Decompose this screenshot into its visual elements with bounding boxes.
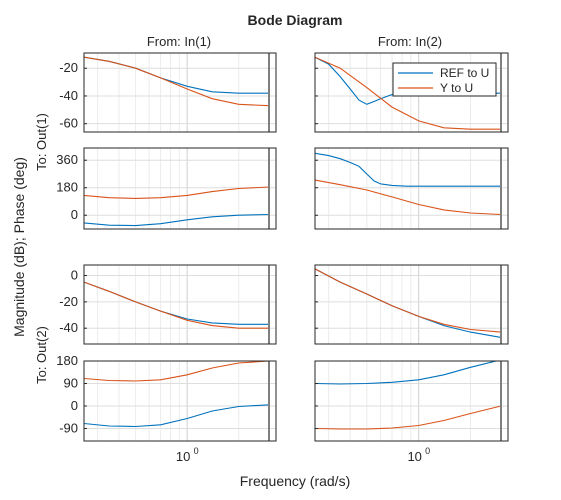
legend-entry-ref-to-u: REF to U (440, 66, 489, 80)
row-title-out2: To: Out(2) (34, 326, 49, 384)
axes-frame (314, 360, 509, 442)
axes-frame (83, 52, 277, 133)
series-line-ref-to-u (84, 404, 269, 428)
y-tick-label: -40 (59, 320, 78, 335)
series-line-y-to-u (315, 179, 501, 216)
series-line-y-to-u (315, 56, 501, 130)
panel-r2-c1: 360 180 0 (56, 147, 277, 230)
y-tick-label: -60 (59, 116, 78, 131)
legend-box (392, 62, 497, 97)
axes-frame (314, 147, 509, 230)
series-line-y-to-u (315, 268, 501, 333)
y-tick-label: -40 (59, 88, 78, 103)
axes-frame (314, 52, 509, 133)
legend: REF to UY to U (392, 62, 497, 97)
x-tick-label: 10 (407, 449, 421, 464)
axes-background (84, 265, 276, 344)
series-line-y-to-u (84, 186, 269, 199)
axes-background (315, 265, 508, 344)
y-axis-label: Magnitude (dB); Phase (deg) (11, 157, 27, 337)
series-line-ref-to-u (84, 213, 269, 227)
series-line-ref-to-u (315, 361, 499, 385)
y-tick-label: -20 (59, 294, 78, 309)
axes-background (315, 361, 508, 441)
panel-r3-c2 (314, 264, 509, 345)
panel-r4-c2 (314, 360, 509, 442)
panel-r2-c2 (314, 147, 509, 230)
series-line-y-to-u (84, 56, 269, 107)
column-title-in2: From: In(2) (378, 34, 442, 49)
y-tick-label: -20 (59, 60, 78, 75)
axes-frame (83, 147, 277, 230)
y-tick-label: 90 (64, 376, 78, 391)
series-line-y-to-u (84, 281, 269, 329)
y-tick-label: 180 (56, 353, 78, 368)
axes-frame (314, 264, 509, 345)
column-title-in1: From: In(1) (147, 34, 211, 49)
x-tick-labels: 10 0 10 0 (176, 446, 430, 464)
chart-title: Bode Diagram (248, 12, 343, 28)
axes-background (84, 361, 276, 441)
x-tick-label: 10 (176, 449, 190, 464)
x-tick-exponent: 0 (194, 446, 199, 456)
panel-group: -20 -40 -60 360 180 0 0 -20 -40 180 90 0 -90 (56, 52, 509, 442)
series-line-ref-to-u (315, 152, 501, 187)
legend-entry-y-to-u: Y to U (440, 81, 473, 95)
series-line-y-to-u (315, 405, 502, 430)
y-tick-label: 360 (56, 152, 78, 167)
y-tick-label: -90 (59, 421, 78, 436)
x-axis-label: Frequency (rad/s) (240, 473, 350, 489)
axes-background (84, 53, 276, 132)
x-tick-exponent: 0 (425, 446, 430, 456)
series-line-y-to-u (84, 361, 269, 382)
axes-frame (83, 360, 277, 442)
y-tick-label: 180 (56, 180, 78, 195)
panel-r4-c1: 180 90 0 -90 (56, 353, 277, 442)
y-tick-label: 0 (71, 398, 78, 413)
panel-r3-c1: 0 -20 -40 (59, 264, 277, 345)
row-title-out1: To: Out(1) (34, 113, 49, 171)
y-tick-label: 0 (71, 268, 78, 283)
panel-r1-c1: -20 -40 -60 (59, 52, 277, 133)
y-tick-label: 0 (71, 207, 78, 222)
axes-frame (83, 264, 277, 345)
